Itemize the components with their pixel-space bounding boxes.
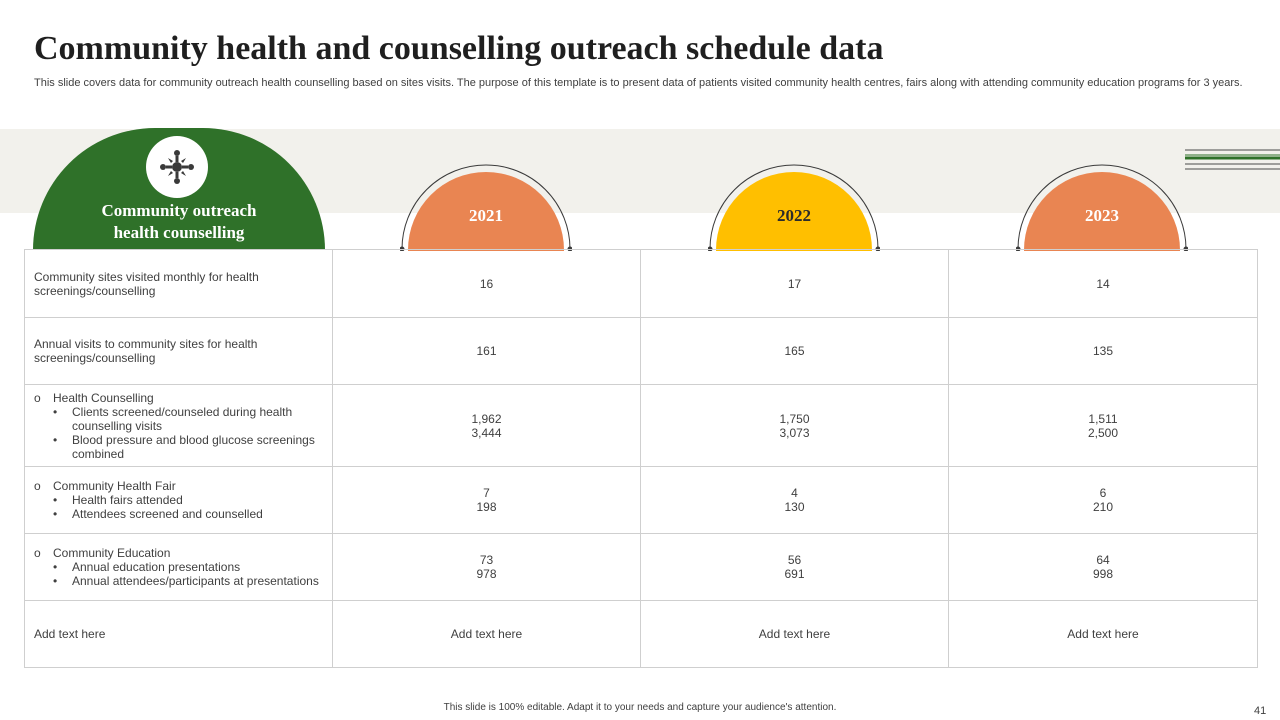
bullet-icon: •: [53, 404, 58, 419]
icon-badge: [146, 136, 208, 198]
cell-2022: 165: [640, 317, 949, 385]
row-label: Add text here: [24, 600, 333, 668]
year-badge-2022: 2022: [708, 164, 880, 251]
year-badge-2023: 2023: [1016, 164, 1188, 251]
page-number: 41: [1254, 705, 1267, 717]
table-row: Annual visits to community sites for hea…: [24, 317, 1258, 385]
outreach-data-table: Community sites visited monthly for heal…: [24, 249, 1258, 668]
cell-2021: 7 198: [332, 466, 641, 534]
circle-bullet-icon: o: [34, 390, 41, 405]
bullet-icon: •: [53, 574, 58, 588]
row-label: o Community Education • Annual education p…: [24, 533, 333, 601]
slide-title: Community health and counselling outreac…: [34, 30, 884, 67]
table-row: o Community Health Fair • Health fairs att…: [24, 466, 1258, 534]
row-label: Community sites visited monthly for heal…: [24, 249, 333, 318]
decorative-lines: [1185, 149, 1280, 170]
cell-2021: Add text here: [332, 600, 641, 668]
year-label: 2021: [469, 206, 503, 225]
cell-2022: Add text here: [640, 600, 949, 668]
cell-2023: 6 210: [948, 466, 1258, 534]
community-outreach-icon: [160, 150, 194, 184]
bullet-icon: •: [53, 560, 58, 574]
cell-2022: 4 130: [640, 466, 949, 534]
year-badge-2021: 2021: [400, 164, 572, 251]
cell-2021: 73 978: [332, 533, 641, 601]
cell-2021: 161: [332, 317, 641, 385]
slide-subtitle: This slide covers data for community out…: [34, 77, 1243, 89]
bullet-icon: •: [53, 493, 58, 507]
row-label: o Community Health Fair • Health fairs att…: [24, 466, 333, 534]
table-row: Community sites visited monthly for heal…: [24, 249, 1258, 318]
year-label: 2022: [777, 206, 811, 225]
category-header-label: Community outreach health counselling: [101, 201, 257, 242]
bullet-icon: •: [53, 507, 58, 521]
year-label: 2023: [1085, 206, 1119, 225]
row-label: o Health Counselling • Clients screened/co…: [24, 384, 333, 467]
cell-2021: 1,962 3,444: [332, 384, 641, 467]
table-row: o Health Counselling • Clients screened/co…: [24, 384, 1258, 467]
table-row: Add text here Add text here Add text her…: [24, 600, 1258, 668]
cell-2022: 1,750 3,073: [640, 384, 949, 467]
cell-2023: 1,511 2,500: [948, 384, 1258, 467]
circle-bullet-icon: o: [34, 546, 41, 560]
cell-2023: 135: [948, 317, 1258, 385]
cell-2023: Add text here: [948, 600, 1258, 668]
cell-2022: 56 691: [640, 533, 949, 601]
table-row: o Community Education • Annual education p…: [24, 533, 1258, 601]
cell-2023: 14: [948, 249, 1258, 318]
row-label: Annual visits to community sites for hea…: [24, 317, 333, 385]
circle-bullet-icon: o: [34, 479, 41, 493]
cell-2021: 16: [332, 249, 641, 318]
slide-footer: This slide is 100% editable. Adapt it to…: [443, 702, 837, 713]
cell-2023: 64 998: [948, 533, 1258, 601]
cell-2022: 17: [640, 249, 949, 318]
bullet-icon: •: [53, 432, 58, 447]
